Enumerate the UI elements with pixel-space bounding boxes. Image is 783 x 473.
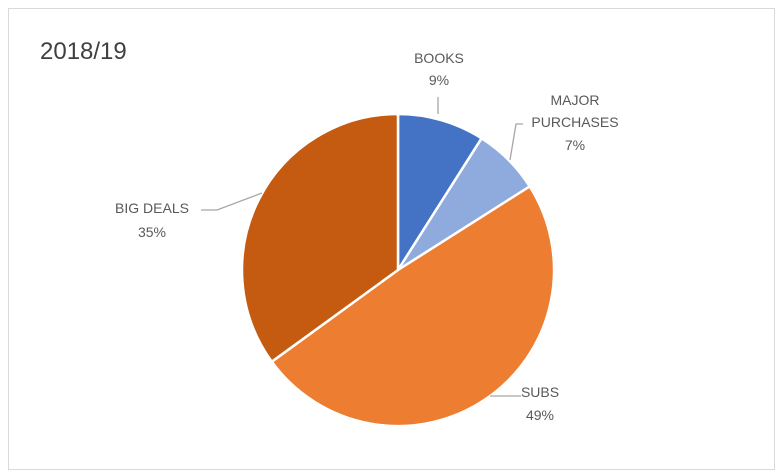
- leader-line-big-deals: [201, 192, 263, 211]
- slice-big-deals: [240, 112, 400, 363]
- data-label-value-big-deals: 35%: [138, 224, 166, 240]
- data-label-value-books: 9%: [429, 72, 449, 88]
- chart-title: 2018/19: [40, 38, 127, 65]
- slice-books: [396, 112, 483, 272]
- data-label-value-major-purchases: 7%: [565, 137, 585, 153]
- data-label-category-major-purchases: MAJOR: [551, 92, 600, 108]
- data-label-category-subs: SUBS: [521, 384, 559, 400]
- pie-slices: [240, 112, 556, 428]
- data-label-category-big-deals: BIG DEALS: [115, 200, 189, 216]
- pie-labels: BOOKS 9% MAJOR PURCHASES 7% SUBS 49% BIG DEALS 3…: [115, 50, 619, 423]
- data-label-category-books: BOOKS: [414, 50, 464, 66]
- data-label-value-subs: 49%: [526, 407, 554, 423]
- data-label-category-major-purchases: PURCHASES: [531, 114, 618, 130]
- leader-line-major-purchases: [509, 123, 523, 161]
- slice-subs: [270, 185, 556, 428]
